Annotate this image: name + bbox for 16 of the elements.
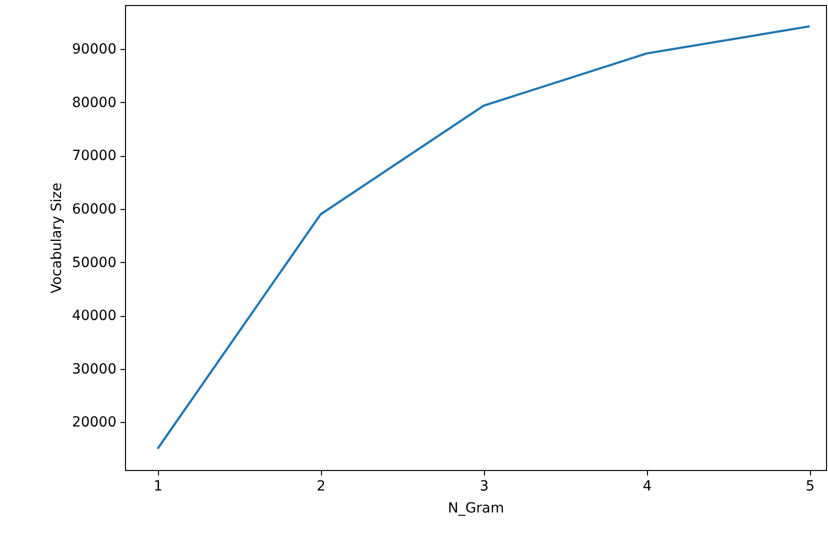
y-tick-label: 90000 — [72, 42, 116, 58]
x-tick-label: 2 — [316, 478, 326, 494]
x-tick-label: 3 — [480, 478, 489, 494]
y-axis-title: Vocabulary Size — [48, 182, 65, 294]
x-tick-label: 1 — [154, 478, 163, 494]
y-tick-label: 60000 — [72, 202, 116, 218]
y-tick-label: 50000 — [72, 254, 116, 271]
y-tick-label: 40000 — [72, 308, 116, 324]
y-tick-label: 70000 — [72, 148, 116, 164]
line-series — [156, 25, 811, 450]
x-tick-label: 4 — [642, 478, 652, 494]
x-axis-title: N_Gram — [448, 500, 504, 516]
x-tick-label: 5 — [806, 478, 815, 494]
y-tick-label: 30000 — [72, 361, 116, 378]
y-tick-label: 20000 — [72, 414, 116, 431]
y-tick-label: 80000 — [72, 94, 116, 111]
